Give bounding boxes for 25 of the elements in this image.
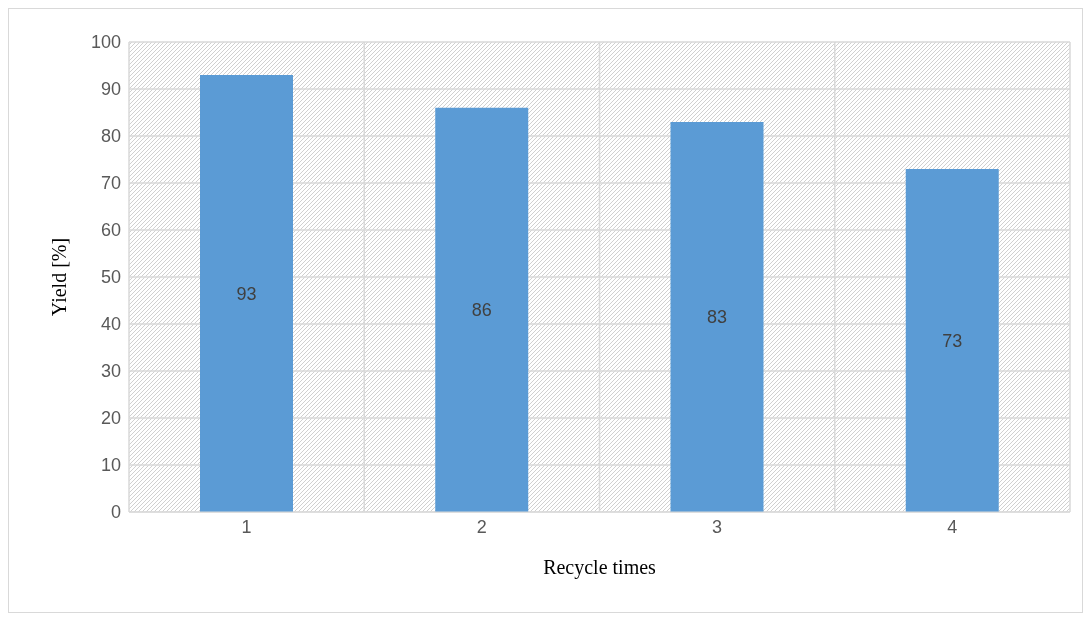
y-tick-label: 50	[100, 267, 121, 288]
data-label: 83	[706, 307, 728, 328]
y-tick-label: 20	[100, 408, 121, 429]
data-label: 86	[471, 300, 492, 321]
y-tick-label: 40	[100, 314, 121, 335]
bar	[670, 121, 764, 512]
data-label: 73	[942, 330, 963, 351]
x-axis-title: Recycle times	[543, 556, 657, 579]
x-tick-label: 4	[947, 516, 958, 537]
x-tick-label: 1	[241, 516, 252, 537]
bar	[905, 168, 999, 512]
y-tick-label: 30	[100, 361, 121, 382]
y-tick-label: 70	[100, 173, 121, 194]
x-tick-label: 3	[712, 516, 723, 537]
data-label: 93	[236, 283, 257, 304]
y-tick-label: 100	[90, 32, 121, 53]
bar	[200, 74, 293, 512]
y-tick-label: 90	[100, 79, 121, 100]
bar	[435, 107, 529, 512]
y-tick-label: 80	[100, 126, 121, 147]
y-axis-title: Yield [%]	[48, 237, 71, 317]
x-tick-label: 2	[476, 516, 487, 537]
y-tick-label: 10	[100, 455, 121, 476]
y-tick-label: 60	[100, 220, 121, 241]
y-tick-label: 0	[110, 502, 121, 523]
